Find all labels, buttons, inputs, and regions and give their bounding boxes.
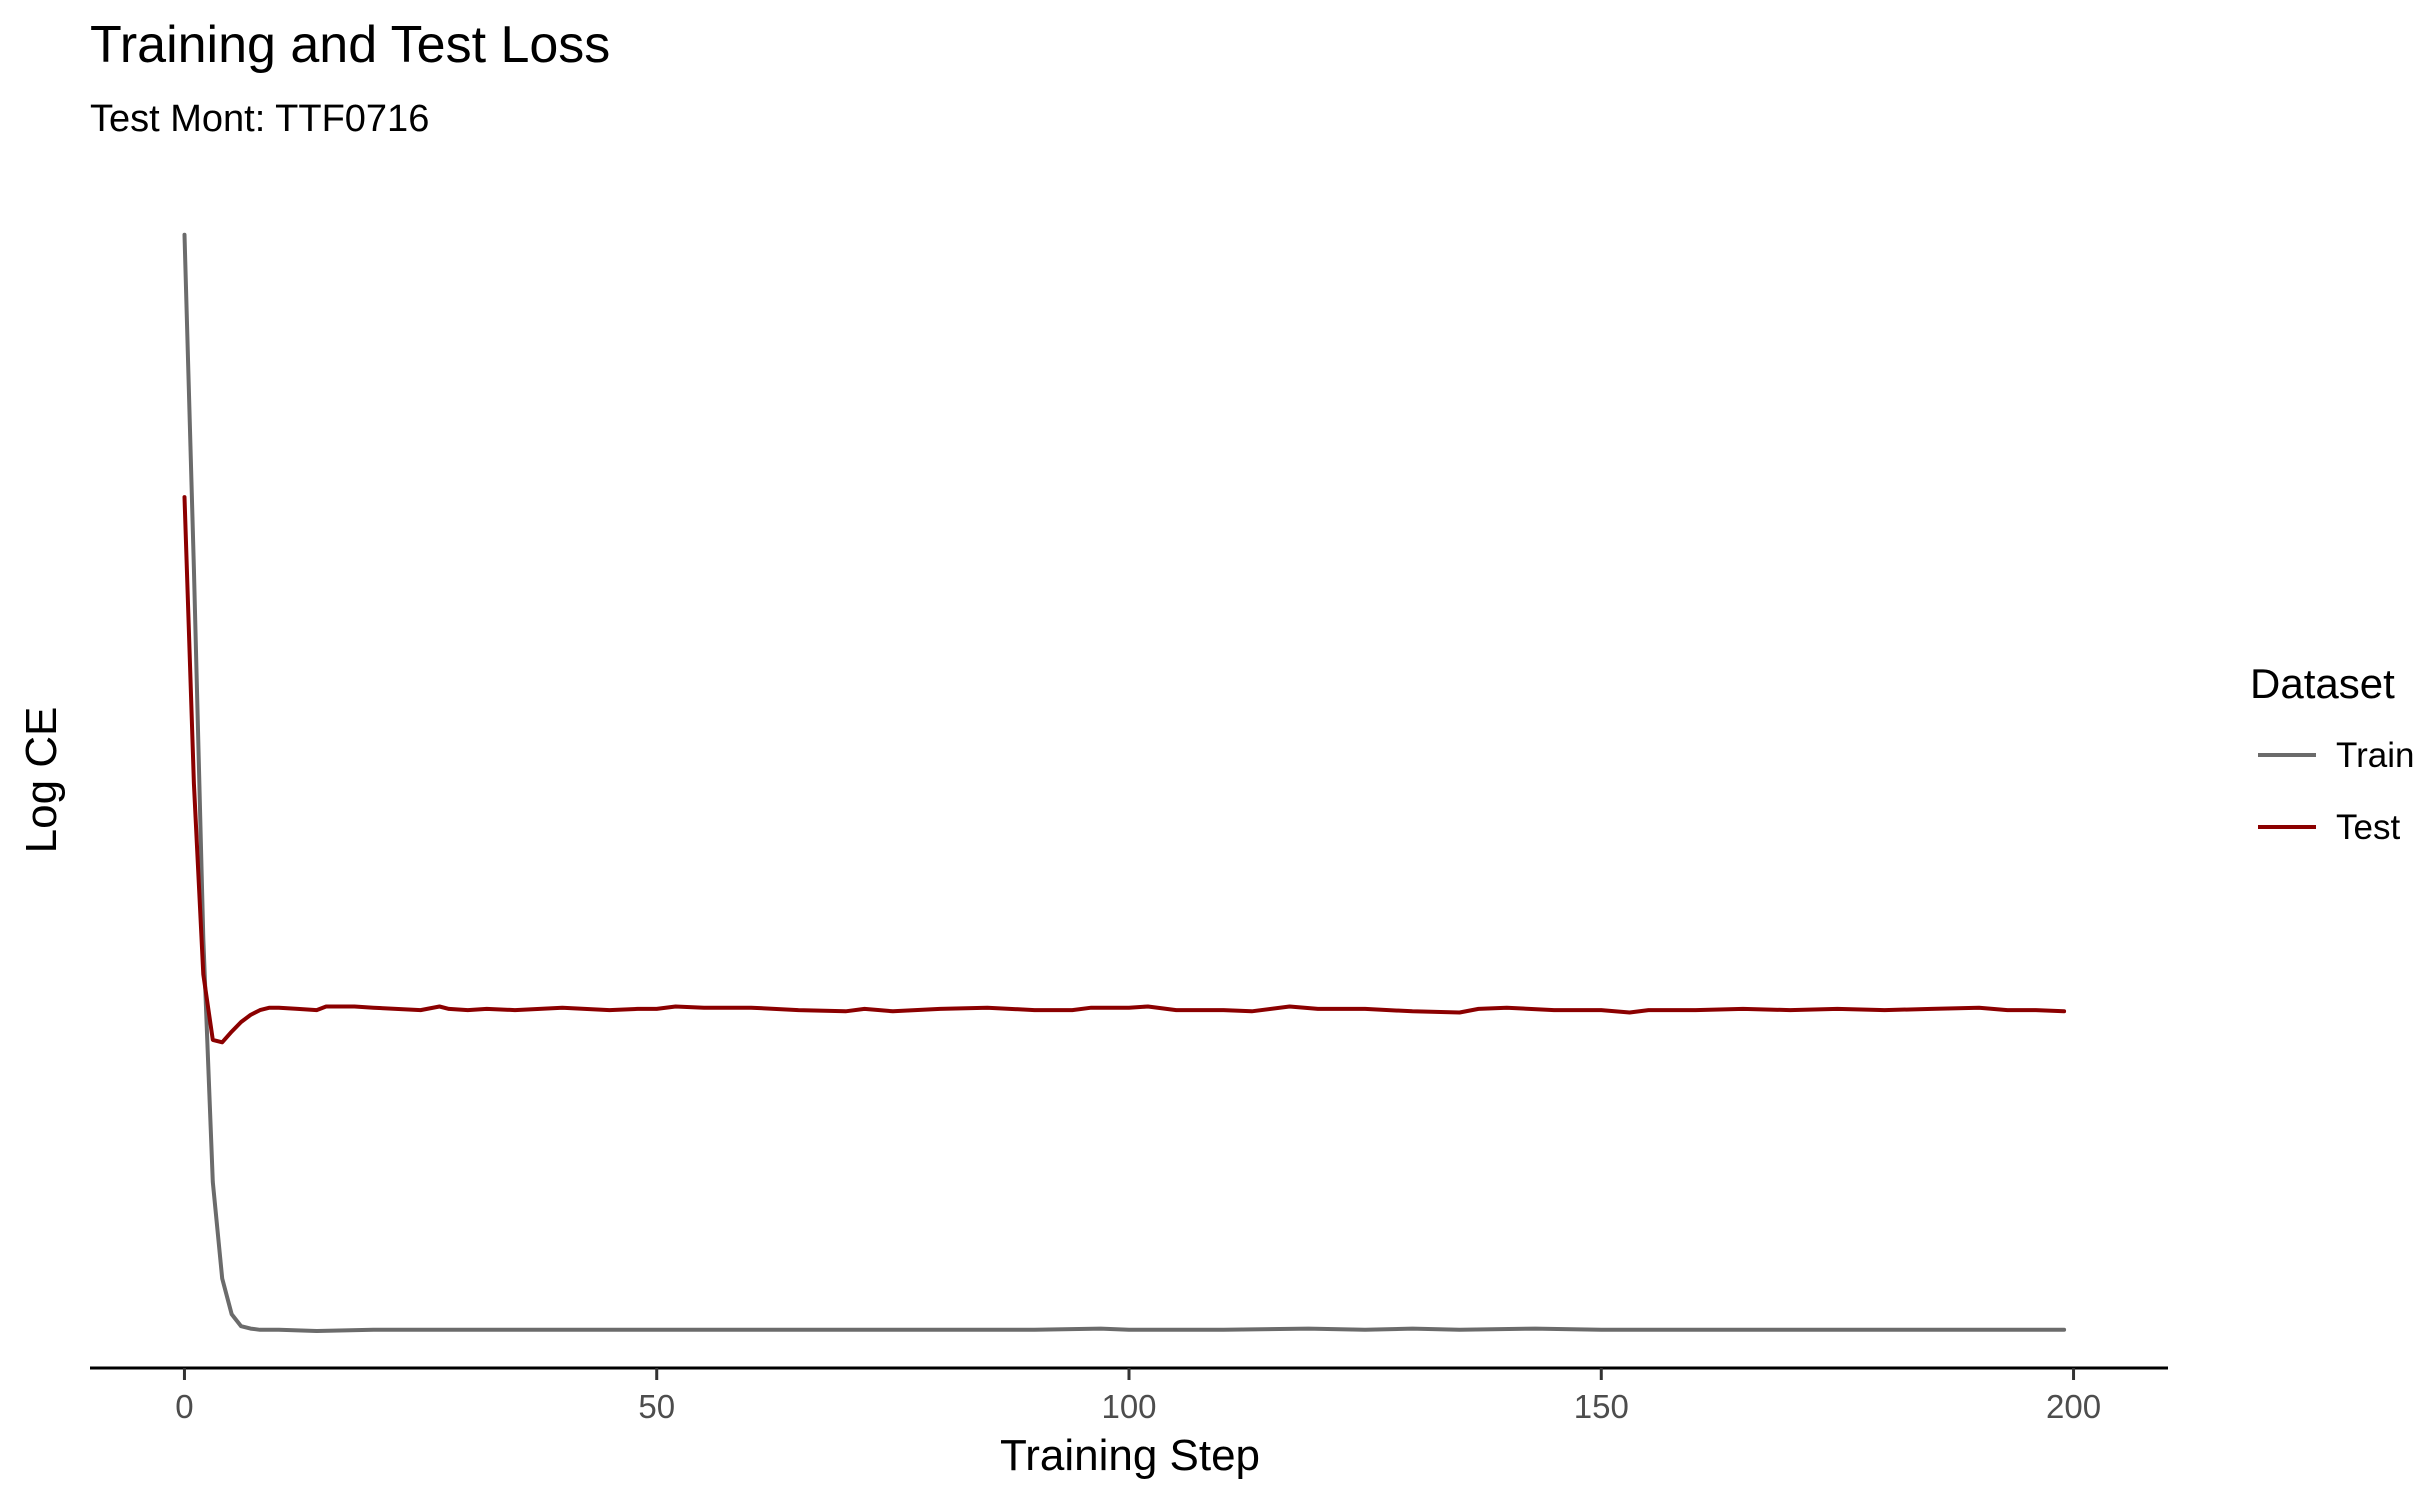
x-axis-title: Training Step: [1000, 1431, 1260, 1480]
legend-title: Dataset: [2250, 660, 2395, 707]
x-axis: 0 50 100 150 200: [90, 1366, 2168, 1425]
chart-title: Training and Test Loss: [90, 16, 610, 74]
plot-area: [182, 232, 2067, 1333]
x-tick-label: 50: [638, 1388, 675, 1425]
legend-label-train: Train: [2336, 736, 2414, 775]
series-line-train: [182, 232, 2067, 1333]
legend: Dataset Train Test: [2250, 660, 2414, 847]
y-axis-title: Log CE: [17, 707, 66, 854]
x-tick-label: 200: [2046, 1388, 2101, 1425]
chart-subtitle: Test Mont: TTF0716: [90, 98, 429, 140]
x-tick-label: 150: [1574, 1388, 1629, 1425]
series-line-test: [182, 495, 2067, 1045]
x-tick-label: 100: [1101, 1388, 1156, 1425]
legend-label-test: Test: [2336, 808, 2400, 847]
x-tick-label: 0: [175, 1388, 193, 1425]
